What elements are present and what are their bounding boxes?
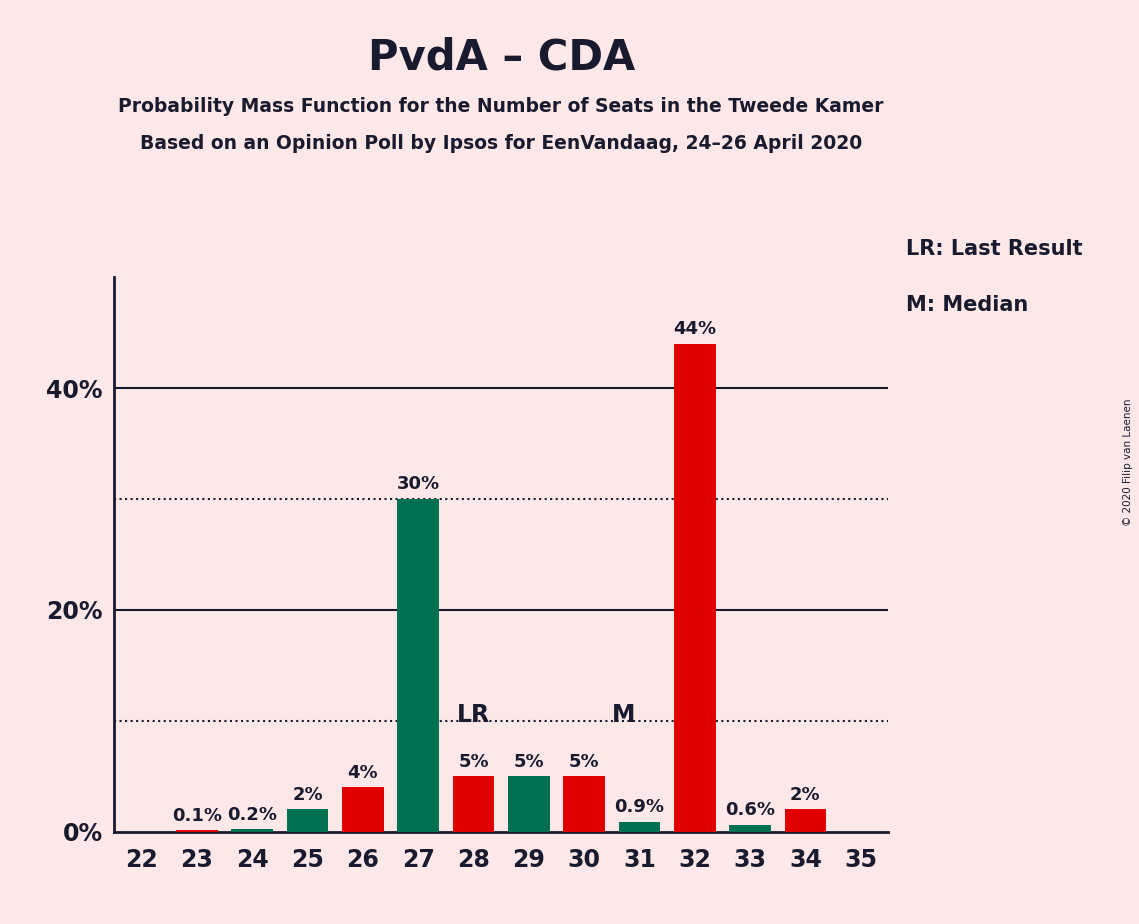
Text: 5%: 5% <box>568 753 599 771</box>
Text: PvdA – CDA: PvdA – CDA <box>368 37 634 79</box>
Bar <box>674 344 715 832</box>
Bar <box>729 825 771 832</box>
Text: Probability Mass Function for the Number of Seats in the Tweede Kamer: Probability Mass Function for the Number… <box>118 97 884 116</box>
Bar <box>508 776 550 832</box>
Text: 0.9%: 0.9% <box>614 798 664 816</box>
Bar <box>398 499 439 832</box>
Text: 0.1%: 0.1% <box>172 807 222 825</box>
Text: 30%: 30% <box>396 476 440 493</box>
Bar <box>618 821 661 832</box>
Text: 44%: 44% <box>673 321 716 338</box>
Text: M: M <box>612 703 636 727</box>
Text: 2%: 2% <box>293 786 322 804</box>
Bar <box>564 776 605 832</box>
Text: Based on an Opinion Poll by Ipsos for EenVandaag, 24–26 April 2020: Based on an Opinion Poll by Ipsos for Ee… <box>140 134 862 153</box>
Text: © 2020 Filip van Laenen: © 2020 Filip van Laenen <box>1123 398 1133 526</box>
Text: 2%: 2% <box>790 786 821 804</box>
Bar <box>342 787 384 832</box>
Text: LR: Last Result: LR: Last Result <box>906 239 1082 260</box>
Bar <box>453 776 494 832</box>
Text: LR: LR <box>457 703 490 727</box>
Text: 0.6%: 0.6% <box>726 801 776 820</box>
Bar <box>785 809 826 832</box>
Bar <box>287 809 328 832</box>
Bar <box>231 830 273 832</box>
Text: 5%: 5% <box>458 753 489 771</box>
Text: 5%: 5% <box>514 753 544 771</box>
Bar <box>177 831 218 832</box>
Text: 0.2%: 0.2% <box>227 806 277 824</box>
Text: 4%: 4% <box>347 764 378 782</box>
Text: M: Median: M: Median <box>906 295 1027 315</box>
